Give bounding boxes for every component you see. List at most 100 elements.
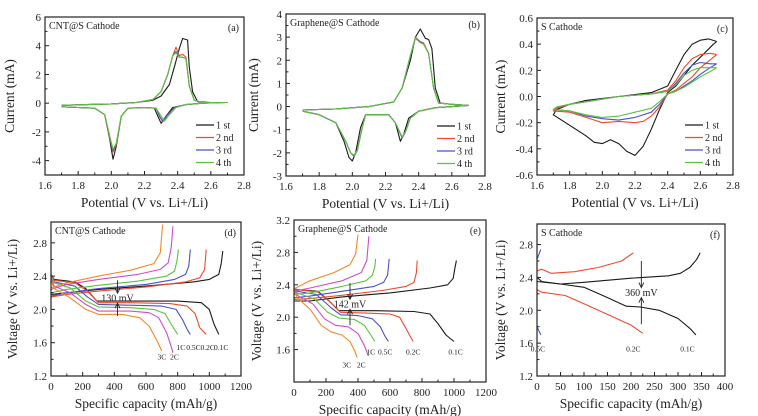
y-axis-label: Voltage (V vs. Li+/Li) (249, 241, 264, 361)
panel-b: 1.6 1.8 2.0 2.2 2.4 2.6 2.8 -3 -2 -1 0 1 2 3 4 Potentia… (246, 9, 492, 211)
arrow-head-icon (638, 296, 645, 303)
y-tick-label: 0.4 (519, 39, 533, 51)
y-tick-label: 1.6 (519, 338, 533, 350)
x-tick-label: 300 (670, 381, 687, 393)
x-tick-label: 200 (623, 381, 640, 393)
x-axis-label: Specific capacity (mAh/g) (75, 396, 217, 411)
discharge-curve-2C (51, 277, 174, 353)
charge-curve-0_1C (294, 260, 457, 302)
discharge-curve-0_2C (51, 274, 207, 335)
x-tick-label: 600 (138, 381, 155, 393)
x-tick-label: 0 (48, 381, 54, 393)
x-tick-label: 1200 (230, 381, 253, 393)
rate-label: 0.2C (626, 344, 640, 353)
polarization-annotation: 360 mV (625, 260, 658, 325)
rate-label: 0.2C (406, 348, 420, 357)
y-tick-label: -4 (32, 156, 42, 168)
rate-label: 0.5C (531, 344, 545, 353)
x-tick-label: 250 (646, 381, 663, 393)
x-tick-label: 350 (693, 381, 710, 393)
y-tick-label: -3 (273, 171, 283, 183)
x-tick-label: 2.2 (138, 180, 152, 192)
rate-label: 0.5C (378, 348, 392, 357)
y-tick-label: 2.0 (519, 305, 533, 317)
discharge-curve-1C (51, 275, 179, 335)
rate-label: 0.1C (448, 348, 462, 357)
y-tick-label: 4 (36, 41, 42, 53)
rate-label: 1C (176, 343, 185, 352)
x-tick-label: 2.0 (104, 180, 118, 192)
y-tick-label: 2.4 (276, 280, 290, 292)
charge-curve-0_2C (51, 249, 207, 298)
x-tick-label: 2.6 (204, 180, 218, 192)
panel-f: 0.1C 0.2C 0.5C 0 50 100 150 200 250 300 350 400 1.2 1… (493, 223, 734, 411)
charge-curve-0_1C (537, 252, 701, 285)
series-line-4th (302, 37, 469, 156)
rate-label: 2C (170, 352, 179, 361)
x-tick-label: 2.8 (478, 181, 492, 193)
legend-label: 1 st (216, 121, 230, 132)
charge-curve-3C (51, 224, 164, 289)
panel-title: CNT@S Cathode (55, 226, 126, 237)
y-axis-label: Voltage (V vs. Li+/Li) (5, 239, 20, 359)
legend-label: 4 th (216, 158, 231, 169)
x-tick-label: 800 (169, 381, 186, 393)
y-axis-label: Current (mA) (493, 60, 508, 134)
y-tick-label: -0.4 (516, 144, 534, 156)
discharge-curve-1C (294, 288, 376, 342)
arrow-head-icon (114, 287, 121, 295)
x-tick-label: 2.0 (595, 180, 609, 192)
x-tick-label: 2.8 (726, 180, 740, 192)
y-tick-label: -0.6 (516, 170, 534, 182)
x-tick-label: 0 (534, 381, 540, 393)
y-tick-label: 2.0 (276, 312, 290, 324)
polarization-annotation: 130 mV (101, 280, 135, 317)
y-tick-label: -2 (273, 148, 282, 160)
y-tick-label: 4 (277, 9, 283, 21)
legend: 1 st2 nd 3 rd4 th (196, 121, 234, 169)
series-group (552, 38, 718, 156)
x-tick-label: 1000 (198, 381, 221, 393)
charge-curve-0_2C (294, 260, 418, 300)
rate-label: 2C (357, 361, 366, 370)
y-tick-label: 1.6 (276, 345, 290, 357)
x-tick-label: 600 (382, 387, 399, 399)
y-tick-label: 1 (277, 78, 283, 90)
y-tick-label: 0 (36, 98, 42, 110)
y-tick-label: 1.2 (33, 371, 47, 383)
series-line-3rd (552, 61, 717, 121)
discharge-curve-0_2C (537, 289, 644, 334)
charge-curve-0_5C (537, 249, 542, 260)
x-tick-label: 200 (318, 387, 335, 399)
x-axis-label: Specific capacity (mAh/g) (560, 396, 702, 411)
plot-frame (285, 13, 486, 177)
charge-curve-0_5C (51, 249, 191, 297)
x-tick-label: 400 (106, 381, 123, 393)
legend-label: 1 st (457, 122, 471, 133)
legend-label: 4 th (457, 159, 472, 170)
arrow-head-icon (114, 302, 121, 309)
y-tick-label: 1.6 (33, 338, 47, 350)
panel-tag: (d) (224, 228, 236, 239)
charge-curve-0_5C (294, 258, 390, 299)
y-tick-label: 2.0 (33, 304, 47, 316)
discharge-curve-0_5C (51, 275, 191, 335)
x-tick-label: 100 (576, 381, 593, 393)
discharge-curve-3C (294, 290, 358, 358)
discharge-curve-0_1C (51, 274, 220, 335)
arrow-head-icon (347, 294, 353, 301)
x-tick-label: 1.8 (312, 181, 326, 193)
x-tick-label: 2.8 (237, 180, 251, 192)
x-tick-label: 1200 (475, 387, 498, 399)
annotation-label: 360 mV (625, 288, 658, 299)
charge-curve-1C (294, 258, 377, 296)
x-tick-label: 2.4 (171, 180, 185, 192)
y-tick-label: -2 (32, 127, 41, 139)
x-axis-label: Specific capacity (mAh/g) (319, 402, 461, 416)
x-tick-label: 1000 (443, 387, 466, 399)
series-line-4th (552, 67, 717, 118)
x-tick-label: 1.8 (71, 180, 85, 192)
y-tick-label: 3 (277, 32, 283, 44)
x-tick-label: 50 (555, 381, 567, 393)
